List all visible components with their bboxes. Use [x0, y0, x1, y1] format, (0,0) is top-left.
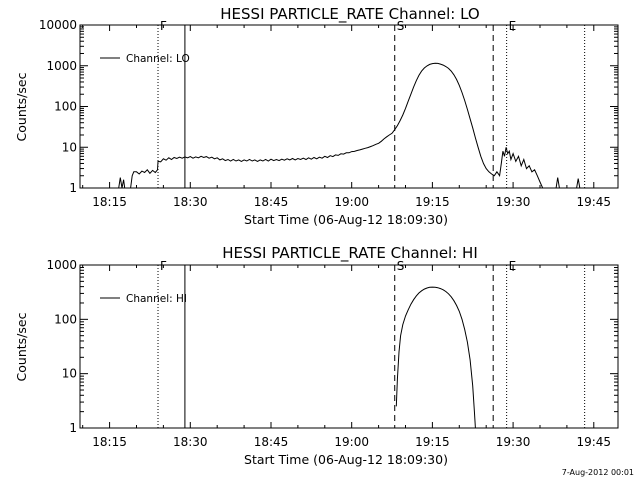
hi-x-tick-label: 18:15 — [92, 435, 127, 449]
lo-x-tick-label: 19:00 — [334, 195, 369, 209]
hi-x-tick-label: 19:45 — [576, 435, 611, 449]
hi-x-tick-label: 19:30 — [496, 435, 531, 449]
lo-x-tick-label: 19:45 — [576, 195, 611, 209]
hi-x-tick-label: 19:15 — [415, 435, 450, 449]
lo-event-marker-label: F — [160, 19, 167, 33]
hi-x-axis-label: Start Time (06-Aug-12 18:09:30) — [244, 452, 448, 467]
lo-x-tick-label: 18:30 — [173, 195, 208, 209]
lo-x-tick-label: 18:45 — [254, 195, 289, 209]
hi-y-tick-label: 1000 — [46, 258, 77, 272]
lo-y-tick-label: 10 — [62, 140, 77, 154]
hi-x-tick-label: 18:45 — [254, 435, 289, 449]
hi-event-marker-label: E — [509, 259, 517, 273]
lo-x-tick-label: 19:30 — [496, 195, 531, 209]
hi-y-axis-label: Counts/sec — [14, 312, 29, 381]
hi-x-tick-label: 18:30 — [173, 435, 208, 449]
lo-event-marker-label: S — [397, 19, 405, 33]
hi-event-marker-label: F — [160, 259, 167, 273]
lo-y-tick-label: 10000 — [39, 18, 77, 32]
lo-x-axis-label: Start Time (06-Aug-12 18:09:30) — [244, 212, 448, 227]
hi-channel-panel: HESSI PARTICLE_RATE Channel: HI Counts/s… — [14, 244, 619, 467]
hi-y-tick-label: 100 — [54, 312, 77, 326]
hi-series-line — [395, 286, 476, 429]
hi-y-tick-label: 10 — [62, 367, 77, 381]
hi-plot-frame — [79, 264, 619, 429]
hi-y-tick-label: 1 — [69, 421, 77, 435]
hi-legend-label: Channel: HI — [126, 293, 187, 305]
lo-x-tick-label: 19:15 — [415, 195, 450, 209]
generation-timestamp: 7-Aug-2012 00:01 — [562, 468, 634, 477]
lo-event-marker-label: E — [509, 19, 517, 33]
lo-y-tick-label: 100 — [54, 100, 77, 114]
lo-chart-title: HESSI PARTICLE_RATE Channel: LO — [220, 5, 479, 24]
lo-legend: Channel: LO — [100, 53, 190, 65]
hi-event-marker-label: S — [397, 259, 405, 273]
lo-x-tick-label: 18:15 — [92, 195, 127, 209]
hi-legend: Channel: HI — [100, 293, 187, 305]
lo-channel-panel: HESSI PARTICLE_RATE Channel: LO Counts/s… — [14, 5, 619, 227]
lo-plot-frame — [79, 24, 619, 189]
lo-series-line — [118, 62, 581, 189]
lo-y-tick-label: 1 — [69, 181, 77, 195]
hi-x-tick-label: 19:00 — [334, 435, 369, 449]
lo-y-tick-label: 1000 — [46, 59, 77, 73]
lo-y-axis-label: Counts/sec — [14, 72, 29, 141]
hi-chart-title: HESSI PARTICLE_RATE Channel: HI — [222, 244, 478, 263]
